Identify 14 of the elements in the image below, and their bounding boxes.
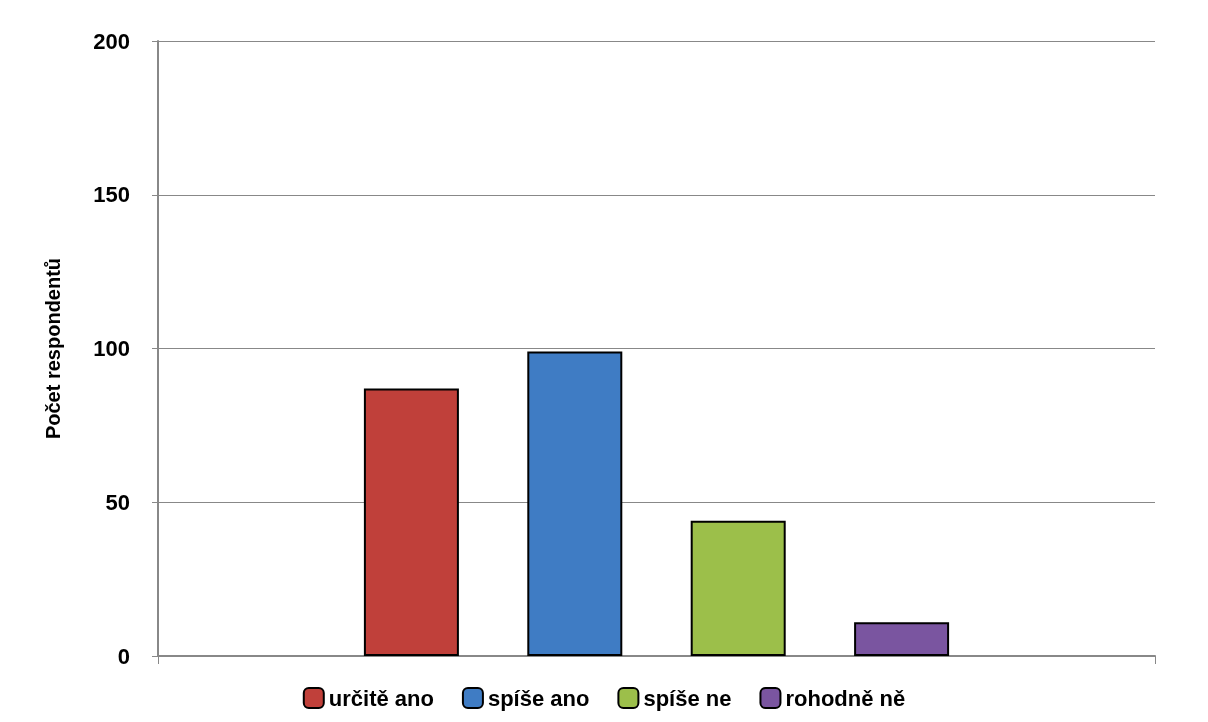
legend-label: určitě ano bbox=[328, 685, 434, 711]
bar bbox=[527, 351, 623, 656]
bar bbox=[363, 388, 459, 656]
legend-label: spíše ano bbox=[487, 685, 590, 711]
bar bbox=[854, 622, 950, 656]
y-tick-label: 200 bbox=[93, 28, 130, 54]
legend-label: rohodně ně bbox=[785, 685, 906, 711]
y-axis-title: Počet respondentů bbox=[42, 257, 64, 440]
y-tick-label: 150 bbox=[93, 182, 130, 208]
y-tick-label: 50 bbox=[105, 489, 130, 515]
legend-label: spíše ne bbox=[643, 685, 732, 711]
bar bbox=[690, 520, 786, 656]
y-tick-label: 100 bbox=[93, 336, 130, 361]
y-tick-label: 0 bbox=[117, 643, 130, 669]
